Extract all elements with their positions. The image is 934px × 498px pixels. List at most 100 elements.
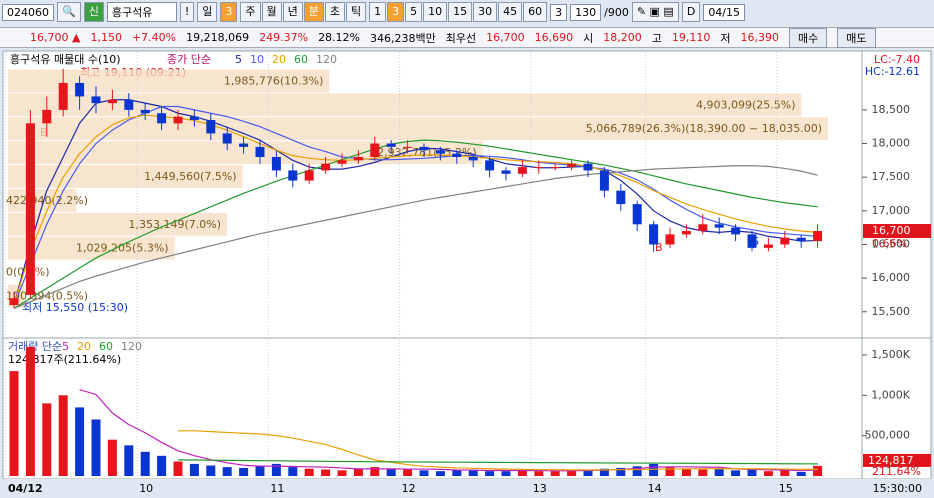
candle-body [435, 150, 445, 154]
y-tick-label: 17,500 [872, 170, 911, 183]
candle-body [501, 170, 511, 174]
minute-button[interactable]: 45 [498, 2, 523, 22]
candle-body [567, 163, 577, 168]
candle-body [468, 156, 478, 161]
info-bar: 16,700 ▲ 1,150 +7.40% 19,218,069 249.37%… [0, 27, 934, 48]
info-best-label: 최우선 [445, 31, 477, 45]
candle-body [665, 234, 675, 245]
period-button[interactable]: 일 [197, 2, 218, 22]
candle-body [157, 113, 167, 124]
ma-line [13, 99, 818, 306]
ma-line [177, 459, 818, 465]
date-input[interactable]: 04/15 [703, 3, 746, 21]
candle-body [255, 146, 265, 157]
minute-button[interactable]: 30 [473, 2, 498, 22]
legend-entry: 10 [250, 53, 264, 66]
volume-bar [271, 463, 281, 476]
count-input[interactable]: 130 [570, 3, 602, 21]
minute-button[interactable]: 60 [523, 2, 548, 22]
minute-button[interactable]: 3 [387, 2, 405, 22]
volume-bar [321, 469, 331, 476]
candle-body [107, 99, 117, 104]
candle-body [681, 231, 691, 235]
profile-bar [8, 236, 175, 260]
info-low-label: 저 [720, 31, 731, 45]
volume-bar [124, 445, 134, 476]
candle-body [698, 224, 708, 232]
price-legend-title: 종가 단순 [167, 53, 211, 66]
y-tick-label: 18,500 [872, 103, 911, 116]
date-flag[interactable]: D [681, 2, 701, 22]
volume-bar [91, 419, 101, 476]
last-volume-label: 124,817 [868, 454, 914, 467]
volume-bar [599, 468, 609, 476]
volume-bar [714, 468, 724, 476]
minute-button[interactable]: 5 [405, 2, 423, 22]
profile-bar [8, 212, 227, 236]
volume-bar [386, 468, 396, 476]
name-input[interactable]: 흥구석유 [106, 2, 177, 22]
legend-entry: 120 [316, 53, 337, 66]
profile-label: 422,940(2.2%) [6, 194, 88, 207]
volume-bar [9, 371, 19, 476]
y-tick-label: 15,500 [872, 305, 911, 318]
minute-button[interactable]: 15 [448, 2, 473, 22]
y-tick-label: 18,000 [872, 137, 911, 150]
unit-button[interactable]: 틱 [346, 2, 367, 22]
candle-body [763, 244, 773, 248]
period-n[interactable]: 3 [220, 2, 238, 22]
buy-button[interactable]: 매수 [789, 27, 828, 48]
profile-label: 1,985,776(10.3%) [224, 74, 324, 87]
info-price: 16,700 ▲ [30, 31, 81, 44]
tool-icons[interactable]: ✎ ▣ ▤ [631, 2, 679, 22]
unit-button[interactable]: 월 [261, 2, 282, 22]
candle-body [206, 119, 216, 134]
legend-entry: 60 [99, 340, 113, 353]
minute-button[interactable]: 10 [423, 2, 448, 22]
unit-button[interactable]: 초 [324, 2, 345, 22]
count-max: /900 [604, 5, 629, 19]
x-axis-bg [0, 479, 934, 498]
volume-bar [107, 439, 117, 476]
alert-button[interactable]: ! [179, 2, 195, 22]
profile-bar [8, 93, 802, 117]
volume-bar [534, 471, 544, 476]
candle-body [485, 160, 495, 171]
legend-entry: 20 [272, 53, 286, 66]
candle-body [304, 170, 314, 181]
volume-bar [42, 403, 52, 476]
volume-bar [501, 471, 511, 476]
lc-label: LC:-7.40 [874, 53, 920, 66]
candle-body [583, 163, 593, 171]
profile-label: 1,449,560(7.5%) [144, 170, 237, 183]
volume-bar [468, 469, 478, 476]
candle-body [550, 167, 560, 169]
y-tick-label: 17,000 [872, 204, 911, 217]
sell-button[interactable]: 매도 [837, 27, 876, 48]
last-volume-tag [863, 453, 931, 467]
candle-body [353, 156, 363, 161]
info-change: 1,150 [90, 31, 122, 44]
volume-bar [173, 461, 183, 476]
unit-button[interactable]: 분 [303, 2, 324, 22]
volume-bar [665, 467, 675, 476]
search-button[interactable]: 🔍 [57, 2, 81, 22]
x-tick-label: 10 [139, 482, 153, 495]
candle-body [599, 170, 609, 191]
volume-bar [304, 468, 314, 476]
volume-legend-title: 거래량 단순 [8, 340, 62, 353]
candle-body [813, 231, 823, 242]
unit-button[interactable]: 년 [282, 2, 303, 22]
volume-bar [25, 346, 35, 476]
candle-body [517, 167, 527, 174]
count-select[interactable]: 3 [550, 3, 568, 21]
info-low: 16,390 [740, 31, 780, 44]
candle-body [403, 146, 413, 148]
ma-line [13, 114, 818, 306]
minute-button[interactable]: 1 [369, 2, 387, 22]
candle-body [370, 143, 380, 157]
code-input[interactable]: 024060 [2, 3, 54, 21]
unit-button[interactable]: 주 [240, 2, 261, 22]
profile-label: 5,066,789(26.3%)(18,390.00 ~ 18,035.00) [586, 122, 822, 135]
